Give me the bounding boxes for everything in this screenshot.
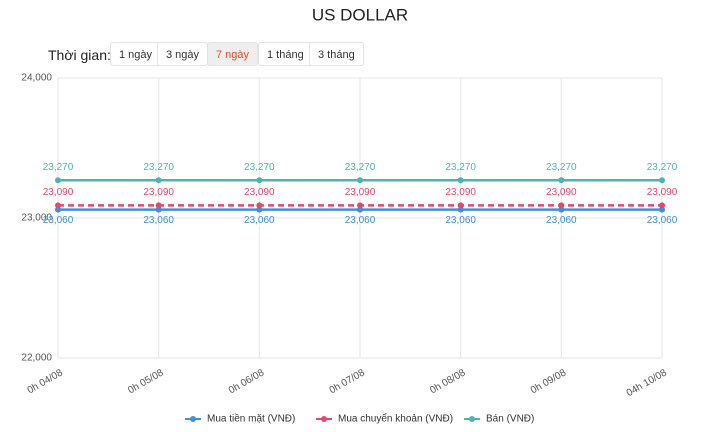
data-label: 23,090	[244, 187, 275, 198]
data-label: 23,090	[143, 187, 174, 198]
data-label: 23,060	[445, 215, 476, 226]
data-label: 23,270	[546, 162, 577, 173]
data-label: 23,270	[143, 162, 174, 173]
point	[55, 202, 61, 209]
point	[357, 177, 363, 184]
point	[357, 206, 363, 213]
point	[155, 202, 162, 209]
time-filter-label: Thời gian:	[48, 47, 111, 63]
legend-label: Mua tiền mặt (VNĐ)	[207, 413, 295, 425]
data-label: 23,060	[43, 215, 74, 226]
time-filter-button[interactable]: 1 ngày	[110, 42, 162, 66]
point	[659, 177, 665, 184]
data-label: 23,090	[647, 187, 678, 198]
point	[55, 177, 61, 184]
data-label: 23,270	[345, 162, 376, 173]
legend-label: Mua chuyển khoản (VNĐ)	[338, 413, 453, 425]
data-label: 23,270	[647, 162, 678, 173]
x-tick-label: 0h 09/08	[529, 367, 569, 396]
legend-marker	[321, 416, 327, 422]
x-tick-label: 0h 08/08	[428, 367, 468, 396]
data-label: 23,090	[445, 187, 476, 198]
data-label: 23,090	[43, 187, 74, 198]
data-label: 23,270	[445, 162, 476, 173]
point	[457, 177, 464, 184]
x-tick-label: 0h 06/08	[227, 367, 267, 396]
point	[558, 177, 565, 184]
legend-marker	[190, 416, 196, 422]
point	[55, 206, 61, 213]
point	[357, 202, 363, 209]
data-label: 23,090	[345, 187, 376, 198]
data-label: 23,060	[345, 215, 376, 226]
data-label: 23,270	[244, 162, 275, 173]
data-label: 23,060	[546, 215, 577, 226]
x-tick-label: 0h 04/08	[26, 367, 66, 396]
point	[457, 202, 464, 209]
data-label: 23,060	[244, 215, 275, 226]
time-filter-button[interactable]: 3 ngày	[157, 42, 209, 66]
data-label: 23,060	[143, 215, 174, 226]
point	[256, 177, 263, 184]
y-tick-label: 23,000	[21, 213, 52, 224]
chart-title: US DOLLAR	[312, 5, 408, 24]
y-tick-label: 22,000	[21, 353, 52, 364]
point	[659, 202, 665, 209]
point	[457, 206, 464, 213]
y-tick-label: 24,000	[21, 73, 52, 84]
data-label: 23,270	[43, 162, 74, 173]
point	[155, 206, 162, 213]
legend-label: Bán (VNĐ)	[486, 414, 534, 425]
legend-marker	[469, 416, 475, 422]
point	[256, 206, 263, 213]
x-tick-label: 0h 05/08	[126, 367, 166, 396]
point	[256, 202, 263, 209]
point	[558, 202, 565, 209]
point	[659, 206, 665, 213]
point	[558, 206, 565, 213]
x-tick-label: 04h 10/08	[625, 367, 669, 399]
data-label: 23,060	[647, 215, 678, 226]
time-filter-button[interactable]: 1 tháng	[258, 42, 313, 66]
x-tick-label: 0h 07/08	[328, 367, 368, 396]
point	[155, 177, 162, 184]
time-filter-button[interactable]: 7 ngày	[207, 42, 259, 66]
data-label: 23,090	[546, 187, 577, 198]
time-filter-button[interactable]: 3 tháng	[309, 42, 364, 66]
